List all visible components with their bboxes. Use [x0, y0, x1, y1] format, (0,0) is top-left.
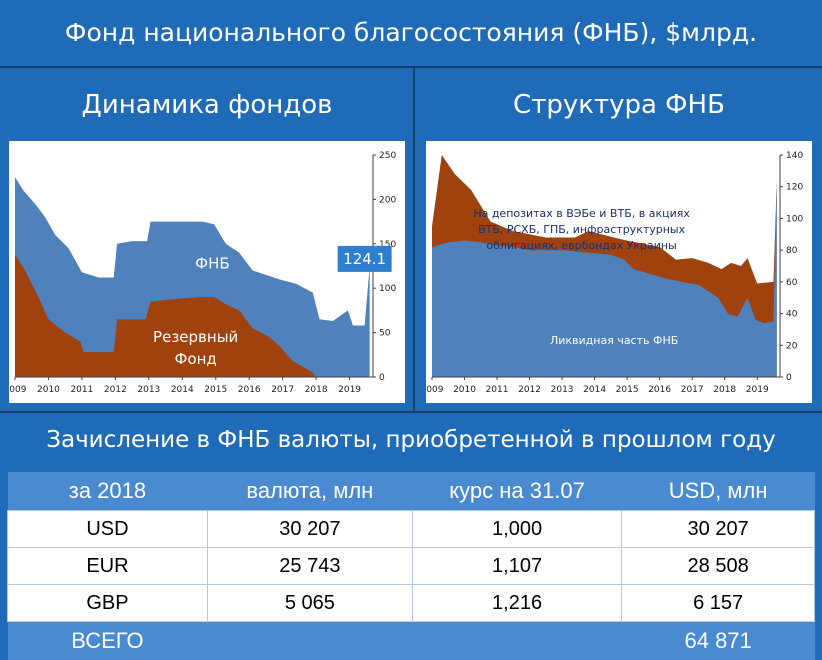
- cell-currency-code: GBP: [8, 585, 208, 622]
- x-tick-label: 2016: [238, 385, 261, 395]
- fnb-structure-svg: 2009 2010 2011 2012 2013 2014 2015 2016 2017 2018…: [426, 141, 812, 403]
- x-tick-label: 2016: [648, 385, 671, 395]
- total-label: ВСЕГО: [8, 622, 208, 660]
- currency-table: за 2018 валюта, млн курс на 31.07 USD, м…: [7, 472, 815, 660]
- cell-currency-code: USD: [8, 511, 208, 548]
- fnb-structure-chart: 2009 2010 2011 2012 2013 2014 2015 2016 2017 2018…: [426, 141, 812, 403]
- col-header-year: за 2018: [8, 472, 208, 511]
- x-tick-label: 2017: [681, 385, 704, 395]
- col-header-rate: курс на 31.07: [412, 472, 621, 511]
- deposits-label: ВТБ, РСХБ, ГПБ, инфраструктурных: [478, 223, 686, 236]
- col-header-usd: USD, млн: [622, 472, 815, 511]
- x-tick-label: 2010: [37, 385, 60, 395]
- left-panel-title: Динамика фондов: [0, 70, 414, 136]
- table-header-row: за 2018 валюта, млн курс на 31.07 USD, м…: [8, 472, 815, 511]
- x-tick-label: 2014: [171, 385, 194, 395]
- x-tick-label: 2013: [551, 385, 574, 395]
- table-row: GBP 5 065 1,216 6 157: [8, 585, 815, 622]
- y-tick-label: 40: [786, 310, 798, 320]
- section-title: Зачисление в ФНБ валюты, приобретенной в…: [0, 418, 822, 462]
- cell-usd: 30 207: [622, 511, 815, 548]
- x-tick-label: 2014: [583, 385, 606, 395]
- x-tick-label: 2015: [616, 385, 639, 395]
- total-empty: [412, 622, 621, 660]
- cell-amount: 30 207: [207, 511, 412, 548]
- y-tick-label: 120: [786, 183, 803, 193]
- divider-top: [0, 66, 822, 68]
- total-empty: [207, 622, 412, 660]
- x-tick-label: 2019: [746, 385, 769, 395]
- cell-usd: 28 508: [622, 548, 815, 585]
- reserve-fund-label: Резервный: [153, 328, 238, 346]
- panel-divider: [413, 68, 415, 411]
- cell-amount: 5 065: [207, 585, 412, 622]
- x-tick-label: 2019: [338, 385, 361, 395]
- y-tick-label: 50: [379, 329, 391, 339]
- cell-usd: 6 157: [622, 585, 815, 622]
- y-tick-label: 20: [786, 341, 798, 351]
- x-tick-label: 2012: [518, 385, 541, 395]
- x-tick-label: 2011: [70, 385, 93, 395]
- cell-amount: 25 743: [207, 548, 412, 585]
- total-value: 64 871: [622, 622, 815, 660]
- x-tick-label: 2009: [9, 385, 27, 395]
- funds-dynamics-svg: 2009 2010 2011 2012 2013 2014 2015 2016 2017 2018…: [9, 141, 405, 403]
- y-tick-label: 100: [786, 214, 803, 224]
- right-panel-title: Структура ФНБ: [416, 70, 822, 136]
- x-tick-label: 2010: [453, 385, 476, 395]
- cell-rate: 1,107: [412, 548, 621, 585]
- y-tick-label: 200: [379, 195, 396, 205]
- x-tick-label: 2011: [486, 385, 509, 395]
- x-tick-label: 2017: [271, 385, 294, 395]
- cell-rate: 1,000: [412, 511, 621, 548]
- deposits-label: облигациях, еврбондах Украины: [486, 239, 676, 252]
- y-tick-label: 100: [379, 284, 396, 294]
- deposits-label: На депозитах в ВЭБе и ВТБ, в акциях: [473, 207, 690, 220]
- y-tick-label: 140: [786, 151, 803, 161]
- x-tick-label: 2009: [426, 385, 444, 395]
- x-tick-label: 2018: [713, 385, 736, 395]
- table-row: EUR 25 743 1,107 28 508: [8, 548, 815, 585]
- table-total-row: ВСЕГО 64 871: [8, 622, 815, 660]
- x-tick-label: 2013: [137, 385, 160, 395]
- latest-value-label: 124.1: [343, 250, 386, 268]
- x-tick-label: 2012: [104, 385, 127, 395]
- col-header-currency: валюта, млн: [207, 472, 412, 511]
- x-tick-label: 2018: [305, 385, 328, 395]
- y-tick-label: 60: [786, 278, 798, 288]
- main-title: Фонд национального благосостояния (ФНБ),…: [0, 0, 822, 66]
- x-tick-label: 2015: [204, 385, 227, 395]
- table-row: USD 30 207 1,000 30 207: [8, 511, 815, 548]
- cell-currency-code: EUR: [8, 548, 208, 585]
- y-tick-label: 80: [786, 246, 798, 256]
- y-tick-label: 250: [379, 151, 396, 161]
- cell-rate: 1,216: [412, 585, 621, 622]
- funds-dynamics-chart: 2009 2010 2011 2012 2013 2014 2015 2016 2017 2018…: [9, 141, 405, 403]
- fnb-series-label: ФНБ: [195, 254, 229, 272]
- divider-middle: [0, 411, 822, 413]
- liquid-part-label: Ликвидная часть ФНБ: [550, 334, 678, 347]
- y-tick-label: 0: [379, 373, 385, 383]
- reserve-fund-label: Фонд: [175, 350, 217, 368]
- y-tick-label: 0: [786, 373, 792, 383]
